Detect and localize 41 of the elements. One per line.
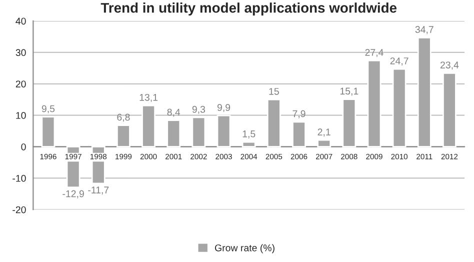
bar — [242, 141, 256, 148]
bar — [417, 36, 432, 148]
bar — [442, 72, 456, 148]
data-label: 6,8 — [117, 114, 130, 122]
bar — [367, 60, 382, 148]
bar — [216, 114, 231, 148]
bar — [392, 68, 406, 148]
data-label: 34,7 — [415, 26, 434, 34]
data-label: -11,7 — [88, 186, 109, 195]
chart-title: Trend in utility model applications worldwide — [100, 2, 397, 16]
bar — [292, 121, 306, 148]
bar — [166, 120, 181, 148]
y-tick-label: -10 — [12, 174, 26, 182]
y-tick-label: 30 — [16, 49, 26, 56]
data-label: 23,4 — [440, 62, 459, 70]
data-label: 2,1 — [318, 128, 330, 137]
y-tick-label: 0 — [21, 143, 26, 150]
data-label: 27,4 — [365, 48, 384, 58]
bar — [266, 98, 281, 148]
bar — [317, 139, 332, 148]
y-tick-label: -20 — [12, 206, 26, 214]
data-label: 8,4 — [167, 108, 180, 117]
data-label: 9,5 — [42, 105, 55, 114]
bar — [41, 116, 56, 148]
y-tick-label: 40 — [16, 18, 26, 25]
y-tick-label: 10 — [16, 112, 26, 119]
bar — [116, 124, 130, 148]
bar — [142, 104, 156, 148]
data-label: -12,9 — [62, 190, 84, 198]
data-label: 24,7 — [390, 57, 408, 66]
bar — [192, 116, 206, 148]
data-label: 15 — [269, 88, 279, 95]
data-label: 15,1 — [340, 88, 358, 96]
bar — [342, 98, 356, 148]
data-label: 1,5 — [242, 130, 256, 138]
legend-label: Grow rate (%) — [215, 244, 274, 254]
y-tick-label: 20 — [16, 80, 26, 88]
data-label: 9,3 — [192, 106, 206, 114]
data-label: 9,9 — [217, 104, 230, 112]
data-label: 7,9 — [292, 110, 306, 118]
data-label: 13,1 — [140, 94, 158, 102]
